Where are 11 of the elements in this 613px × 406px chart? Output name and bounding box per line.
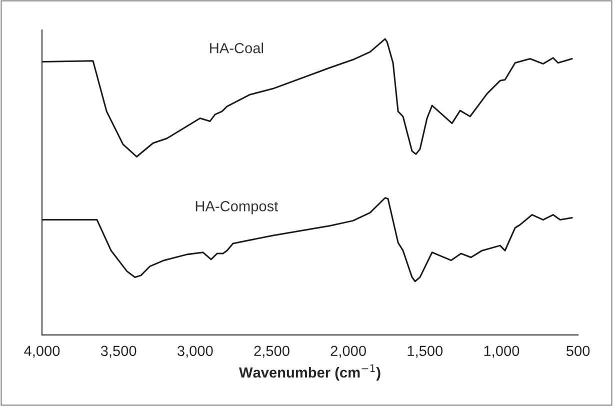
x-tick-label: 2,000 bbox=[330, 346, 366, 358]
text: HA-Coal bbox=[210, 42, 264, 54]
x-tick-label: 1,500 bbox=[408, 346, 443, 358]
x-tick-label: 500 bbox=[566, 346, 590, 356]
x-tick-label: 3,500 bbox=[100, 346, 136, 358]
x-tick-label: 1,000 bbox=[484, 346, 520, 358]
x-axis-title: Wavenumber (cm$^{−1}$) bbox=[239, 364, 380, 381]
x-tick-label: 4,000 bbox=[24, 346, 60, 358]
series-label: HA-Compost bbox=[196, 201, 278, 214]
x-tick-label: 3,000 bbox=[177, 346, 213, 358]
x-tick-label: 2,500 bbox=[254, 346, 290, 358]
